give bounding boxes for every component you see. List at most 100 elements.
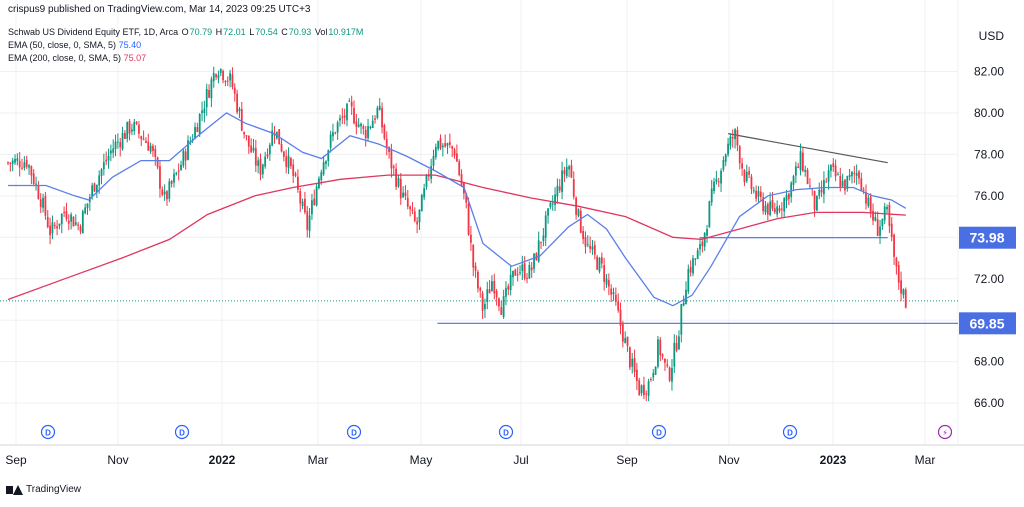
candle (858, 169, 860, 185)
candle (304, 191, 306, 215)
split-marker (937, 424, 953, 440)
candle (759, 186, 762, 202)
candle (846, 175, 849, 192)
candle (184, 148, 187, 170)
candles (7, 66, 907, 402)
price-level-label: 73.98 (969, 230, 1004, 246)
candle (652, 369, 655, 381)
candle (28, 163, 30, 175)
candle (689, 260, 692, 277)
candle (93, 182, 96, 193)
ema200-legend[interactable]: EMA (200, close, 0, SMA, 5) 75.07 (8, 53, 146, 63)
low-value: 70.54 (255, 27, 278, 37)
open-value: 70.79 (189, 27, 213, 37)
candle (811, 188, 814, 196)
grid-lines (0, 0, 958, 445)
candle (383, 123, 386, 141)
candle (792, 174, 795, 192)
candle (881, 218, 884, 230)
candle (458, 159, 461, 177)
symbol-legend[interactable]: Schwab US Dividend Equity ETF, 1D, Arca … (8, 27, 364, 37)
x-tick-label: Nov (718, 453, 739, 467)
candle (254, 139, 257, 172)
candle (701, 238, 704, 253)
y-tick-label: 68.00 (974, 355, 1004, 369)
candle (65, 202, 68, 222)
candle (654, 366, 657, 376)
candle (229, 69, 231, 88)
candle (572, 171, 575, 200)
candle (628, 346, 631, 370)
y-tick-label: 76.00 (974, 189, 1004, 203)
candle (243, 131, 246, 139)
candle (638, 377, 641, 396)
candle (890, 217, 893, 242)
candle (703, 232, 706, 251)
candle (259, 153, 262, 181)
candle (498, 297, 500, 312)
candle (114, 134, 117, 157)
candle (21, 158, 23, 170)
candle (661, 353, 664, 360)
candle (116, 133, 119, 149)
candle (540, 241, 542, 249)
price-level-label: 69.85 (969, 315, 1004, 331)
candle (888, 201, 891, 233)
candle (138, 121, 140, 139)
candle (294, 171, 297, 178)
ema50-value: 75.40 (118, 40, 142, 50)
candle (816, 195, 818, 212)
tradingview-footer[interactable]: TradingView (6, 484, 81, 495)
candle (776, 200, 779, 218)
candle (472, 244, 475, 277)
candle (837, 171, 839, 176)
candle (147, 133, 150, 151)
candle (710, 179, 713, 206)
candle (708, 200, 711, 228)
candle (755, 185, 758, 202)
candle (904, 287, 907, 309)
candle (598, 256, 601, 274)
candle (350, 95, 353, 115)
ema50-legend[interactable]: EMA (50, close, 0, SMA, 5) 75.40 (8, 40, 141, 50)
candle (280, 138, 283, 153)
candle (152, 143, 154, 157)
candle (659, 336, 662, 362)
candle (519, 265, 521, 276)
candle (374, 115, 376, 124)
low-label: L (249, 27, 255, 37)
candle (533, 253, 535, 274)
candle (575, 196, 578, 220)
published-note: crispus9 published on TradingView.com, M… (8, 4, 311, 15)
candle (404, 185, 407, 201)
candle (806, 167, 809, 185)
candle (397, 175, 400, 188)
tradingview-logo-icon (6, 484, 23, 495)
candle (514, 268, 517, 276)
candle (107, 148, 110, 169)
candle (633, 349, 636, 378)
y-tick-label: 66.00 (974, 396, 1004, 410)
candle (610, 284, 613, 302)
high-value: 72.01 (223, 27, 246, 37)
candle (119, 137, 122, 157)
candle (292, 159, 295, 184)
candle (621, 320, 624, 348)
candle (102, 153, 105, 176)
candle (748, 166, 751, 179)
candle (509, 265, 512, 296)
x-tick-label: May (410, 453, 433, 467)
candle (556, 178, 559, 204)
candle (584, 231, 587, 254)
open-label: O (181, 27, 189, 37)
candle (799, 143, 802, 176)
candle (135, 121, 138, 126)
candle (49, 217, 51, 245)
candle (250, 138, 253, 154)
candle (872, 203, 874, 226)
candle (551, 195, 554, 211)
candle (783, 196, 786, 217)
candle (713, 177, 715, 195)
